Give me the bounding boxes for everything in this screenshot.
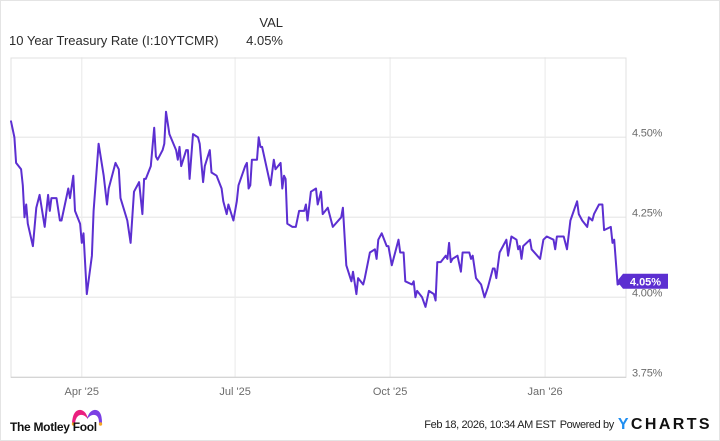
ycharts-logo-text: CHARTS [630,416,712,433]
ycharts-logo-y: Y [617,416,631,433]
y-tick-label: 4.50% [632,127,663,139]
y-tick-label: 4.25% [632,207,663,219]
y-tick-label: 3.75% [632,367,663,379]
y-tick-label: 4.00% [632,287,663,299]
ycharts-logo[interactable]: YCHARTS [618,416,712,434]
x-tick-label: Oct '25 [373,386,408,398]
y-axis-labels: 4.50% 4.25% 4.00% 3.75% [632,127,663,379]
jester-hat-icon [71,409,103,426]
plot-frame [10,57,627,378]
motley-fool-logo: The Motley Fool [9,400,109,436]
last-value-badge: 4.05% [617,273,668,289]
motley-fool-wordmark: The Motley Fool [10,420,97,434]
footer-attribution: Feb 18, 2026, 10:34 AM EST Powered by YC… [424,414,712,436]
powered-by-text: Powered by [559,419,614,431]
series-line [10,110,626,308]
x-tick-label: Apr '25 [65,386,100,398]
legend-series-name[interactable]: 10 Year Treasury Rate (I:10YTCMR) [9,33,219,48]
legend-column-header: VAL [259,15,283,30]
timestamp-text: Feb 18, 2026, 10:34 AM EST [424,419,556,431]
x-tick-label: Jul '25 [219,386,250,398]
gridlines [11,57,626,378]
badge-value-text: 4.05% [630,276,661,288]
legend-series-value: 4.05% [246,33,283,48]
badge-arrow-shape [617,273,668,289]
data-series-line [10,110,626,308]
x-axis-labels: Apr '25 Jul '25 Oct '25 Jan '26 [65,386,563,398]
x-tick-label: Jan '26 [528,386,563,398]
